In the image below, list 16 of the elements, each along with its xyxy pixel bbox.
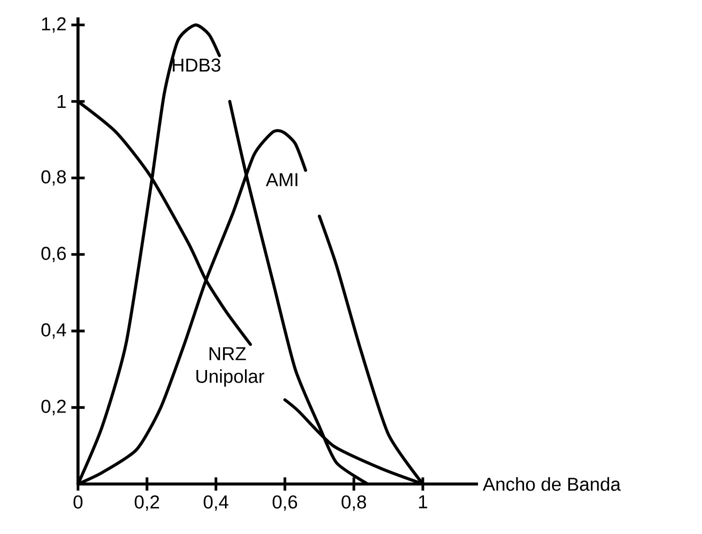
x-tick-label: 0,4 [204,495,228,511]
x-tick-label: 0 [74,495,82,509]
y-tick-label: 1 [58,95,66,108]
y-tick-label: 0,8 [41,170,66,186]
x-tick-label: 0,2 [134,495,160,511]
series-label: AMI [266,173,298,186]
y-tick-label: 0,6 [41,246,66,262]
y-tick-label: 1,2 [42,17,66,33]
x-tick-label: 0,6 [272,495,298,511]
y-tick-label: 0,2 [41,400,66,416]
x-tick-label: 1 [419,495,428,508]
y-tick-label: 0,4 [41,323,66,339]
x-axis-title: Ancho de Banda [482,477,621,491]
x-tick-label: 0,8 [342,495,366,511]
series-label: HDB3 [172,58,220,72]
series-label: NRZ Unipolar [196,347,264,387]
